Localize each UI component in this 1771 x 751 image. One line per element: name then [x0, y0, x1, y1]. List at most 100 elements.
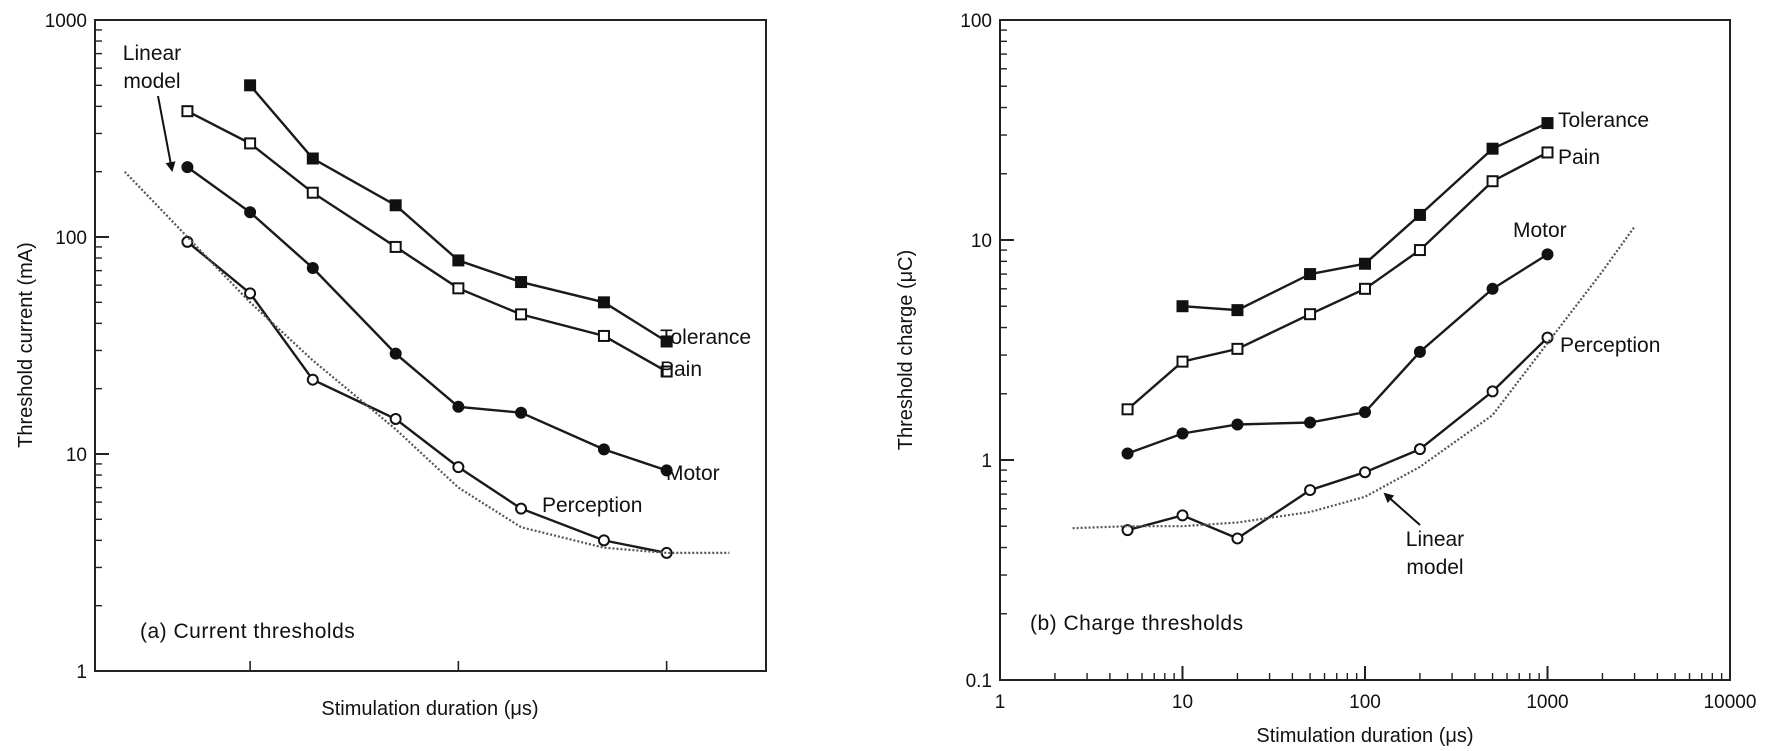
panel-b-tolerance-point: [1413, 208, 1426, 221]
panel-a-pain-point: [660, 365, 673, 378]
panel-b-pain-point: [1359, 282, 1371, 295]
panel-b-tolerance-point: [1359, 257, 1371, 270]
panel-b-annotation-model: model: [1406, 556, 1463, 579]
panel-b-motor-point: [1121, 447, 1134, 460]
panel-b-label-pain: Pain: [1558, 146, 1600, 169]
panel-a-series-tolerance: [244, 79, 673, 348]
panel-b-label-perception: Perception: [1560, 334, 1660, 357]
panel-b-motor-point: [1304, 416, 1317, 429]
panel-b-title: (b) Charge thresholds: [1030, 612, 1244, 635]
panel-a-tolerance-point: [244, 79, 257, 92]
panel-b-pain-line: [1126, 151, 1549, 411]
panel-a-motor-point: [244, 206, 257, 219]
panel-a-label-perception: Perception: [542, 494, 642, 517]
panel-a-y-tick-label: 100: [55, 228, 87, 249]
panel-a-perception-point: [306, 373, 319, 386]
panel-b-linear-model-arrow: [1383, 492, 1421, 526]
panel-b-series-motor: [1121, 248, 1554, 460]
panel-a-perception-point: [515, 502, 528, 515]
panel-a-motor-line: [186, 166, 667, 472]
panel-a-motor-point: [515, 406, 528, 419]
panel-a-title: (a) Current thresholds: [140, 620, 355, 643]
panel-b-x-tick-label: 10000: [1704, 692, 1757, 713]
panel-b-tolerance-point: [1176, 300, 1189, 313]
panel-a-pain-point: [515, 308, 528, 321]
panel-a-series-linear-model: [123, 170, 730, 555]
panel-a-tolerance-point: [597, 296, 610, 309]
panel-a-motor-point: [660, 464, 673, 477]
panel-a-series-pain: [181, 105, 673, 378]
panel-b-annotation-linear: Linear: [1406, 528, 1464, 551]
panel-b-x-axis-label: Stimulation duration (μs): [1256, 725, 1473, 747]
panel-a-motor-point: [389, 347, 402, 360]
panel-a-series: [123, 79, 730, 671]
panel-b-pain-point: [1176, 355, 1189, 368]
panel-a-pain-point: [306, 186, 319, 199]
panel-b-perception-point: [1486, 385, 1499, 398]
panel-b-pain-point: [1121, 403, 1134, 416]
panel-b-y-tick-label: 10: [971, 231, 992, 252]
panel-b-motor-point: [1176, 427, 1189, 440]
panel-b-x-tick-label: 100: [1349, 692, 1381, 713]
panel-a-motor-point: [452, 400, 465, 413]
panel-b-perception-point: [1231, 532, 1244, 545]
panel-a-pain-point: [181, 105, 194, 118]
panel-b-tolerance-point: [1541, 117, 1554, 130]
panel-b-pain-point: [1413, 244, 1426, 257]
panel-a-perception-point: [452, 461, 465, 474]
panel-b-perception-point: [1304, 484, 1317, 497]
panel-b-x-tick-label: 1000: [1526, 692, 1568, 713]
panel-a-tolerance-point: [660, 335, 673, 348]
panel-b-motor-point: [1486, 282, 1499, 295]
panel-b-linear-model-line: [1072, 225, 1636, 530]
panel-b-series-perception: [1121, 331, 1554, 545]
panel-a-y-tick-label: 10: [66, 445, 87, 466]
panel-b-series: [1072, 117, 1636, 545]
panel-a-pain-point: [244, 137, 257, 150]
panel-b-tolerance-point: [1231, 304, 1244, 317]
panel-a-annotation-model: model: [123, 70, 180, 93]
panel-a-tolerance-point: [389, 199, 402, 212]
panel-b-y-tick-label: 1: [981, 451, 992, 472]
panel-a-series-motor: [181, 161, 673, 477]
panel-b-x-ticks: 1 10 100 1000 10000: [995, 666, 1757, 713]
panel-a-label-pain: Pain: [660, 358, 702, 381]
panel-b-series-pain: [1121, 146, 1554, 416]
panel-a-label-tolerance: Tolerance: [660, 326, 751, 349]
panel-b-tolerance-point: [1486, 142, 1499, 155]
panel-a-pain-point: [389, 240, 402, 253]
panel-b-perception-point: [1176, 509, 1189, 522]
panel-a-pain-line: [186, 110, 668, 373]
panel-a-x-axis-label: Stimulation duration (μs): [321, 698, 538, 720]
panel-b-label-tolerance: Tolerance: [1558, 109, 1649, 132]
panel-b-perception-point: [1121, 524, 1134, 537]
panel-a-series-perception: [181, 235, 673, 559]
panel-a-linear-model-arrow: [157, 95, 176, 172]
panel-b-y-tick-label: 100: [960, 11, 992, 32]
panel-b-x-tick-label: 1: [995, 692, 1006, 713]
panel-b-x-tick-label: 10: [1172, 692, 1193, 713]
panel-b-perception-point: [1413, 443, 1426, 456]
panel-a-perception-point: [244, 287, 257, 300]
panel-a-tolerance-point: [515, 276, 528, 289]
panel-b-pain-point: [1231, 342, 1244, 355]
panel-a-label-motor: Motor: [666, 462, 720, 485]
panel-a-pain-point: [597, 329, 610, 342]
panel-b-series-linear-model: [1072, 225, 1636, 530]
panel-b-motor-point: [1413, 345, 1426, 358]
panel-a-annotation-linear: Linear: [123, 42, 181, 65]
panel-a-tolerance-point: [306, 152, 319, 165]
panel-b-perception-point: [1359, 466, 1371, 479]
panel-a-current-thresholds: 1 10 100 1000 Stimulation duration (μs) Thr…: [15, 11, 767, 720]
panel-a-y-axis-label: Threshold current (mA): [15, 242, 37, 448]
panel-a-y-ticks: 1 10 100 1000: [45, 11, 109, 683]
panel-a-y-tick-label: 1000: [45, 11, 87, 32]
panel-b-motor-point: [1359, 406, 1371, 419]
panel-a-linear-model-line: [123, 170, 730, 555]
panel-b-y-axis-label: Threshold charge (μC): [895, 250, 917, 451]
panel-a-perception-point: [597, 534, 610, 547]
panel-b-pain-point: [1541, 146, 1554, 159]
panel-b-motor-point: [1231, 418, 1244, 431]
panel-b-y-ticks: 0.1 1 10 100: [960, 11, 1014, 692]
